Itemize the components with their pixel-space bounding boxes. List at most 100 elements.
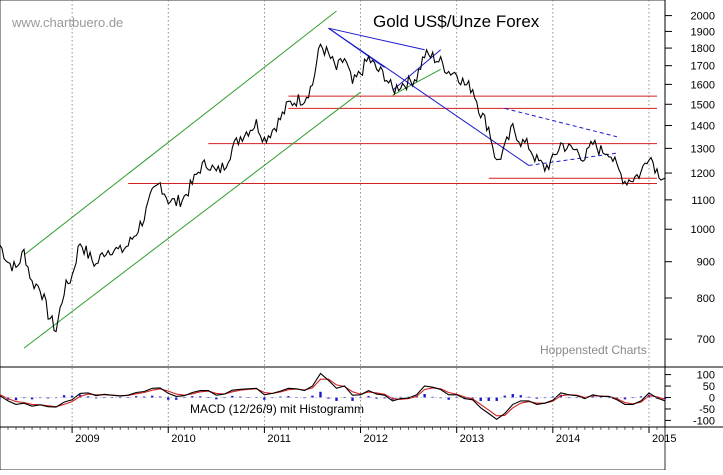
- macd-histogram-bar: [46, 397, 50, 399]
- macd-y-tick-label: -100: [693, 415, 715, 427]
- macd-histogram-bar: [351, 397, 354, 401]
- macd-histogram-bar: [383, 397, 386, 399]
- macd-histogram-bar: [223, 397, 226, 399]
- macd-histogram-bar: [399, 396, 402, 398]
- y-tick-label: 1700: [691, 61, 715, 73]
- macd-histogram-bar: [543, 397, 547, 399]
- y-tick-label: 1800: [691, 43, 715, 55]
- x-tick-label: 2009: [75, 433, 99, 445]
- macd-histogram-bar: [503, 395, 506, 398]
- macd-histogram-bar: [439, 397, 442, 399]
- trend-line: [328, 27, 425, 51]
- y-tick-label: 1900: [691, 26, 715, 38]
- macd-histogram-bar: [279, 396, 282, 398]
- macd-histogram-bar: [126, 397, 130, 398]
- macd-histogram-bar: [303, 397, 306, 399]
- macd-histogram-bar: [607, 397, 611, 399]
- y-tick-label: 1300: [691, 143, 715, 155]
- macd-histogram-bar: [495, 397, 498, 401]
- x-tick-label: 2013: [460, 433, 484, 445]
- y-tick-label: 1600: [691, 79, 715, 91]
- y-tick-label: 900: [697, 257, 715, 269]
- macd-histogram-bar: [14, 397, 18, 401]
- macd-histogram-bar: [327, 397, 330, 399]
- macd-histogram-bar: [367, 396, 370, 398]
- macd-histogram-bar: [86, 396, 90, 398]
- macd-histogram-bar: [110, 397, 114, 399]
- macd-histogram-bar: [191, 396, 194, 398]
- y-tick-label: 700: [697, 334, 715, 346]
- macd-histogram-bar: [479, 397, 482, 401]
- y-tick-label: 1100: [691, 195, 715, 207]
- macd-histogram-bar: [30, 397, 34, 400]
- macd-histogram-bar: [447, 397, 450, 400]
- macd-histogram-bar: [343, 397, 346, 398]
- y-tick-label: 1200: [691, 168, 715, 180]
- y-tick-label: 2000: [691, 11, 715, 23]
- macd-histogram-bar: [22, 397, 26, 399]
- macd-histogram-bar: [311, 395, 314, 398]
- macd-histogram-bar: [183, 397, 186, 399]
- macd-histogram-bar: [0, 397, 2, 399]
- macd-histogram-bar: [271, 397, 274, 399]
- macd-histogram-bar: [375, 397, 378, 399]
- macd-histogram-bar: [551, 396, 555, 398]
- macd-histogram-bar: [471, 397, 474, 399]
- macd-histogram-bar: [335, 397, 338, 401]
- macd-histogram-bar: [62, 395, 66, 398]
- macd-histogram-bar: [239, 396, 242, 398]
- macd-histogram-bar: [591, 396, 595, 398]
- trend-channel-lower: [23, 91, 361, 349]
- macd-histogram-bar: [511, 394, 514, 398]
- macd-histogram-bar: [407, 396, 410, 398]
- y-tick-label: 1000: [691, 224, 715, 236]
- watermark: www.chartbuero.de: [11, 15, 123, 30]
- trend-line: [528, 152, 617, 166]
- macd-y-tick-label: 100: [697, 370, 715, 382]
- macd-histogram-bar: [151, 395, 154, 398]
- trend-line: [392, 49, 441, 91]
- macd-histogram-bar: [167, 397, 170, 400]
- macd-histogram-bar: [94, 397, 98, 399]
- x-tick-label: 2012: [364, 433, 388, 445]
- source-label: Hoppenstedt Charts: [540, 343, 647, 357]
- gold-price-line: [0, 43, 666, 333]
- x-tick-label: 2010: [171, 433, 195, 445]
- macd-title: MACD (12/26/9) mit Histogramm: [190, 402, 364, 416]
- x-tick-label: 2015: [652, 433, 676, 445]
- macd-histogram-bar: [631, 397, 635, 399]
- macd-histogram-bar: [527, 396, 530, 398]
- macd-y-tick-label: 50: [703, 381, 715, 393]
- y-tick-label: 800: [697, 293, 715, 305]
- macd-histogram-bar: [535, 397, 539, 399]
- macd-histogram-bar: [175, 397, 178, 400]
- macd-histogram-bar: [359, 397, 362, 399]
- macd-histogram-bar: [215, 397, 218, 400]
- trend-line: [504, 107, 618, 138]
- macd-histogram-bar: [567, 397, 571, 399]
- macd-y-tick-label: 0: [709, 393, 715, 405]
- macd-histogram-bar: [70, 395, 74, 398]
- macd-y-tick-label: -50: [699, 404, 715, 416]
- macd-histogram-bar: [487, 397, 490, 401]
- macd-histogram-bar: [287, 396, 290, 398]
- macd-histogram-bar: [431, 396, 434, 398]
- macd-histogram-bar: [623, 397, 627, 400]
- macd-histogram-bar: [207, 397, 210, 398]
- macd-histogram-bar: [199, 396, 202, 398]
- macd-histogram-bar: [263, 397, 266, 400]
- x-tick-label: 2014: [556, 433, 580, 445]
- macd-histogram-bar: [423, 394, 426, 398]
- macd-histogram-bar: [247, 397, 250, 398]
- macd-histogram-bar: [231, 395, 234, 398]
- trend-line: [328, 27, 385, 68]
- macd-histogram-bar: [319, 391, 322, 398]
- macd-line: [0, 372, 666, 420]
- y-tick-label: 1400: [691, 121, 715, 133]
- macd-histogram-bar: [639, 396, 643, 398]
- macd-histogram-bar: [663, 397, 667, 400]
- trend-line: [392, 68, 441, 96]
- y-tick-label: 1500: [691, 99, 715, 111]
